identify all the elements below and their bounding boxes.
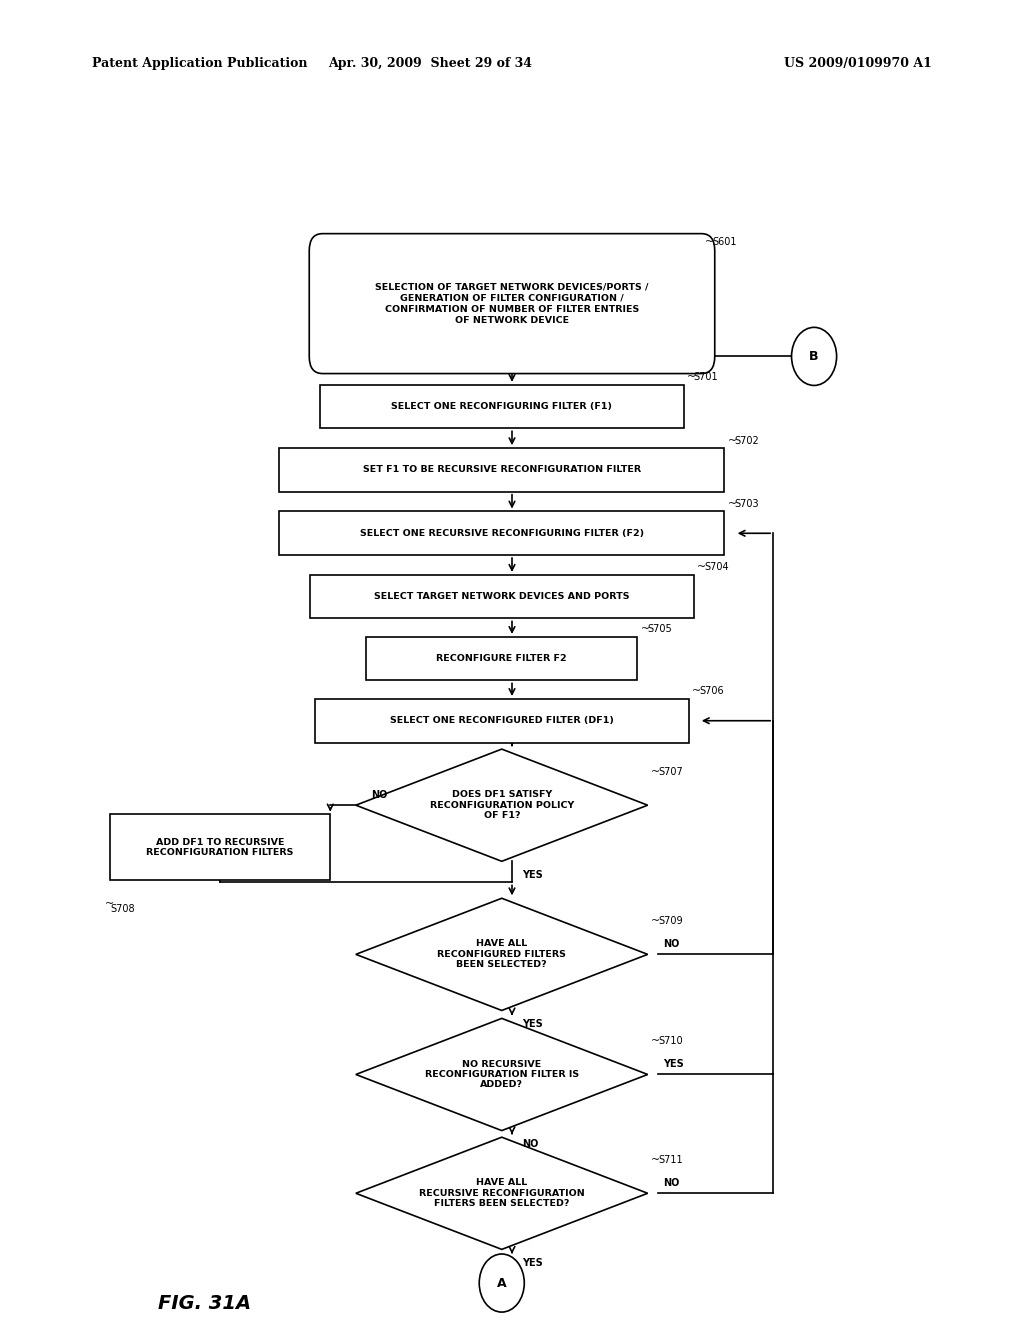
Bar — [279, 511, 725, 554]
Text: ~: ~ — [651, 767, 660, 777]
Bar — [279, 447, 725, 491]
Text: DOES DF1 SATISFY
RECONFIGURATION POLICY
OF F1?: DOES DF1 SATISFY RECONFIGURATION POLICY … — [430, 791, 573, 820]
Text: S703: S703 — [735, 499, 760, 510]
Text: S701: S701 — [694, 372, 719, 383]
Text: ~: ~ — [705, 236, 714, 247]
Text: S702: S702 — [735, 436, 760, 446]
Text: S707: S707 — [657, 767, 683, 777]
Text: S710: S710 — [657, 1036, 683, 1047]
Text: ~: ~ — [727, 499, 737, 510]
Text: S708: S708 — [111, 904, 135, 915]
Text: HAVE ALL
RECONFIGURED FILTERS
BEEN SELECTED?: HAVE ALL RECONFIGURED FILTERS BEEN SELEC… — [437, 940, 566, 969]
Text: NO: NO — [664, 939, 679, 949]
Text: ~: ~ — [686, 372, 696, 383]
Text: ~: ~ — [696, 562, 707, 573]
Text: Apr. 30, 2009  Sheet 29 of 34: Apr. 30, 2009 Sheet 29 of 34 — [328, 57, 532, 70]
Text: ~: ~ — [651, 1155, 660, 1166]
Text: YES: YES — [522, 870, 543, 879]
Text: S706: S706 — [698, 686, 724, 697]
Bar — [319, 385, 684, 428]
Polygon shape — [356, 1019, 647, 1130]
Text: YES: YES — [522, 1258, 543, 1267]
Text: SELECT TARGET NETWORK DEVICES AND PORTS: SELECT TARGET NETWORK DEVICES AND PORTS — [374, 593, 630, 601]
Text: SELECTION OF TARGET NETWORK DEVICES/PORTS /
GENERATION OF FILTER CONFIGURATION /: SELECTION OF TARGET NETWORK DEVICES/PORT… — [375, 282, 649, 325]
FancyBboxPatch shape — [309, 234, 715, 374]
Text: ~: ~ — [641, 624, 650, 635]
Text: YES: YES — [664, 1059, 684, 1069]
Text: SELECT ONE RECONFIGURED FILTER (DF1): SELECT ONE RECONFIGURED FILTER (DF1) — [390, 717, 613, 725]
Polygon shape — [356, 1137, 647, 1249]
Text: YES: YES — [522, 1019, 543, 1028]
Text: ~: ~ — [651, 1036, 660, 1047]
Polygon shape — [356, 750, 647, 861]
Text: ~: ~ — [104, 899, 115, 909]
Text: Patent Application Publication: Patent Application Publication — [92, 57, 307, 70]
Text: SELECT ONE RECURSIVE RECONFIGURING FILTER (F2): SELECT ONE RECURSIVE RECONFIGURING FILTE… — [359, 529, 644, 537]
Text: NO: NO — [372, 789, 387, 800]
Bar — [309, 574, 694, 618]
Text: RECONFIGURE FILTER F2: RECONFIGURE FILTER F2 — [436, 655, 567, 663]
Text: A: A — [497, 1276, 507, 1290]
Text: HAVE ALL
RECURSIVE RECONFIGURATION
FILTERS BEEN SELECTED?: HAVE ALL RECURSIVE RECONFIGURATION FILTE… — [419, 1179, 585, 1208]
Text: NO RECURSIVE
RECONFIGURATION FILTER IS
ADDED?: NO RECURSIVE RECONFIGURATION FILTER IS A… — [425, 1060, 579, 1089]
Text: NO: NO — [664, 1177, 679, 1188]
Text: S709: S709 — [657, 916, 683, 927]
Bar — [367, 638, 637, 681]
Text: B: B — [809, 350, 819, 363]
Text: ~: ~ — [727, 436, 737, 446]
Text: SET F1 TO BE RECURSIVE RECONFIGURATION FILTER: SET F1 TO BE RECURSIVE RECONFIGURATION F… — [362, 466, 641, 474]
Text: S704: S704 — [705, 562, 729, 573]
Bar — [315, 700, 688, 742]
Polygon shape — [356, 898, 647, 1011]
Text: ~: ~ — [692, 686, 701, 697]
Text: S711: S711 — [657, 1155, 683, 1166]
Text: ~: ~ — [651, 916, 660, 927]
Text: US 2009/0109970 A1: US 2009/0109970 A1 — [784, 57, 932, 70]
Text: SELECT ONE RECONFIGURING FILTER (F1): SELECT ONE RECONFIGURING FILTER (F1) — [391, 403, 612, 411]
Text: S705: S705 — [648, 624, 673, 635]
Text: S601: S601 — [713, 236, 737, 247]
Text: NO: NO — [522, 1139, 539, 1148]
Bar — [111, 814, 330, 880]
Circle shape — [479, 1254, 524, 1312]
Text: ADD DF1 TO RECURSIVE
RECONFIGURATION FILTERS: ADD DF1 TO RECURSIVE RECONFIGURATION FIL… — [146, 838, 294, 857]
Text: FIG. 31A: FIG. 31A — [159, 1295, 251, 1313]
Circle shape — [792, 327, 837, 385]
